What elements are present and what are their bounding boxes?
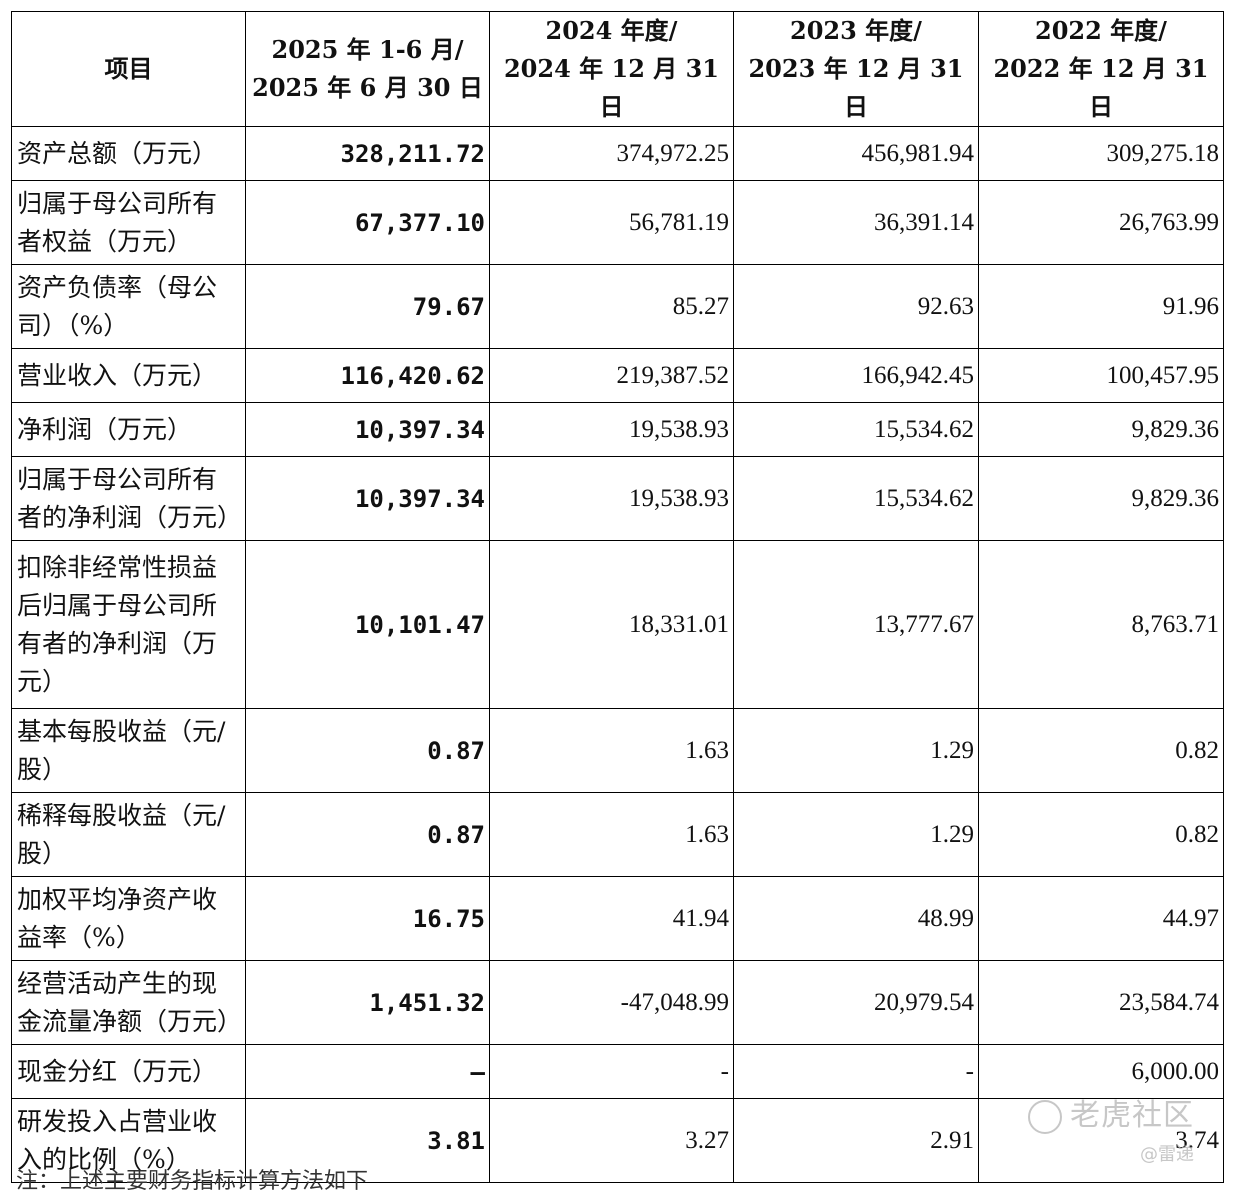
financial-indicators-table: 项目 2025 年 1-6 月/ 2025 年 6 月 30 日 2024 年度… [11, 11, 1224, 1183]
value-cell: 19,538.93 [489, 402, 734, 457]
value-2025h1: 10,397.34 [245, 456, 490, 541]
row-label: 基本每股收益（元/股） [11, 708, 246, 793]
table-row: 资产负债率（母公 司）（%） 79.67 85.27 92.63 91.96 [11, 264, 1224, 349]
value-cell: 374,972.25 [489, 126, 734, 181]
table-row: 营业收入（万元） 116,420.62 219,387.52 166,942.45 10… [11, 348, 1224, 403]
value-2025h1: 10,101.47 [245, 540, 490, 709]
header-row: 项目 2025 年 1-6 月/ 2025 年 6 月 30 日 2024 年度… [11, 11, 1224, 127]
value-2025h1: 3.81 [245, 1098, 490, 1183]
value-cell: 100,457.95 [978, 348, 1224, 403]
value-cell: - [489, 1044, 734, 1099]
table-row: 研发投入占营业收 入的比例（%） 3.81 3.27 2.91 3.74 [11, 1098, 1224, 1183]
table-row: 经营活动产生的现 金流量净额（万元） 1,451.32 -47,048.99 20,97… [11, 960, 1224, 1045]
table-row: 加权平均净资产收 益率（%） 16.75 41.94 48.99 44.97 [11, 876, 1224, 961]
table-row: 归属于母公司所有 者的净利润（万元） 10,397.34 19,538.93 15,53… [11, 456, 1224, 541]
value-cell: 26,763.99 [978, 180, 1224, 265]
value-cell: 8,763.71 [978, 540, 1224, 709]
row-label: 稀释每股收益（元/股） [11, 792, 246, 877]
row-label: 现金分红（万元） [11, 1044, 246, 1099]
value-2025h1: 1,451.32 [245, 960, 490, 1045]
value-2025h1: 0.87 [245, 708, 490, 793]
value-cell: 219,387.52 [489, 348, 734, 403]
watermark: 老虎社区 @雷递 [1028, 1090, 1194, 1166]
value-cell: - [733, 1044, 979, 1099]
table-row: 基本每股收益（元/股） 0.87 1.63 1.29 0.82 [11, 708, 1224, 793]
table-row: 归属于母公司所有 者权益（万元） 67,377.10 56,781.19 36,391.… [11, 180, 1224, 265]
value-2025h1: 328,211.72 [245, 126, 490, 181]
value-cell: 309,275.18 [978, 126, 1224, 181]
value-cell: 36,391.14 [733, 180, 979, 265]
value-cell: 0.82 [978, 708, 1224, 793]
value-cell: -47,048.99 [489, 960, 734, 1045]
value-cell: 1.29 [733, 792, 979, 877]
value-cell: 91.96 [978, 264, 1224, 349]
row-label: 扣除非经常性损益 后归属于母公司所 有者的净利润（万 元） [11, 540, 246, 709]
value-cell: 3.74 [978, 1098, 1224, 1183]
footnote: 注：上述主要财务指标计算方法如下 [16, 1169, 369, 1194]
value-2025h1: 67,377.10 [245, 180, 490, 265]
row-label: 资产负债率（母公 司）（%） [11, 264, 246, 349]
value-cell: 48.99 [733, 876, 979, 961]
value-cell: 15,534.62 [733, 402, 979, 457]
table-row: 扣除非经常性损益 后归属于母公司所 有者的净利润（万 元） 10,101.47 18,33… [11, 540, 1224, 709]
value-2025h1: 79.67 [245, 264, 490, 349]
value-cell: 41.94 [489, 876, 734, 961]
value-cell: 20,979.54 [733, 960, 979, 1045]
header-col: 2024 年度/ 2024 年 12 月 31 日 [489, 11, 734, 127]
value-2025h1: 0.87 [245, 792, 490, 877]
value-2025h1: 10,397.34 [245, 402, 490, 457]
row-label: 经营活动产生的现 金流量净额（万元） [11, 960, 246, 1045]
value-2025h1: – [245, 1044, 490, 1099]
table-row: 稀释每股收益（元/股） 0.87 1.63 1.29 0.82 [11, 792, 1224, 877]
header-col: 2022 年度/ 2022 年 12 月 31 日 [978, 11, 1224, 127]
value-cell: 19,538.93 [489, 456, 734, 541]
value-cell: 85.27 [489, 264, 734, 349]
table-row: 现金分红（万元） – - -6,000.00 [11, 1044, 1224, 1099]
header-col: 2023 年度/ 2023 年 12 月 31 日 [733, 11, 979, 127]
value-cell: 15,534.62 [733, 456, 979, 541]
row-label: 加权平均净资产收 益率（%） [11, 876, 246, 961]
row-label: 资产总额（万元） [11, 126, 246, 181]
value-cell: 44.97 [978, 876, 1224, 961]
row-label: 研发投入占营业收 入的比例（%） [11, 1098, 246, 1183]
value-cell: 166,942.45 [733, 348, 979, 403]
table-row: 资产总额（万元） 328,211.72 374,972.25 456,981.94 30… [11, 126, 1224, 181]
value-cell: 1.63 [489, 792, 734, 877]
value-cell: 1.29 [733, 708, 979, 793]
row-label: 归属于母公司所有 者的净利润（万元） [11, 456, 246, 541]
row-label: 归属于母公司所有 者权益（万元） [11, 180, 246, 265]
value-cell: 92.63 [733, 264, 979, 349]
value-cell: 0.82 [978, 792, 1224, 877]
value-2025h1: 116,420.62 [245, 348, 490, 403]
value-cell: 18,331.01 [489, 540, 734, 709]
tiger-logo-icon [1028, 1099, 1062, 1134]
value-cell: 9,829.36 [978, 402, 1224, 457]
value-cell: 9,829.36 [978, 456, 1224, 541]
header-col: 2025 年 1-6 月/ 2025 年 6 月 30 日 [245, 11, 490, 127]
value-cell: 2.91 [733, 1098, 979, 1183]
table-row: 净利润（万元） 10,397.34 19,538.93 15,534.62 9,829.… [11, 402, 1224, 457]
value-cell: 456,981.94 [733, 126, 979, 181]
value-cell: 3.27 [489, 1098, 734, 1183]
value-cell: 56,781.19 [489, 180, 734, 265]
header-item: 项目 [11, 11, 246, 127]
value-cell: 13,777.67 [733, 540, 979, 709]
value-cell: 1.63 [489, 708, 734, 793]
row-label: 营业收入（万元） [11, 348, 246, 403]
value-2025h1: 16.75 [245, 876, 490, 961]
row-label: 净利润（万元） [11, 402, 246, 457]
value-cell: 6,000.00 [978, 1044, 1224, 1099]
value-cell: 23,584.74 [978, 960, 1224, 1045]
